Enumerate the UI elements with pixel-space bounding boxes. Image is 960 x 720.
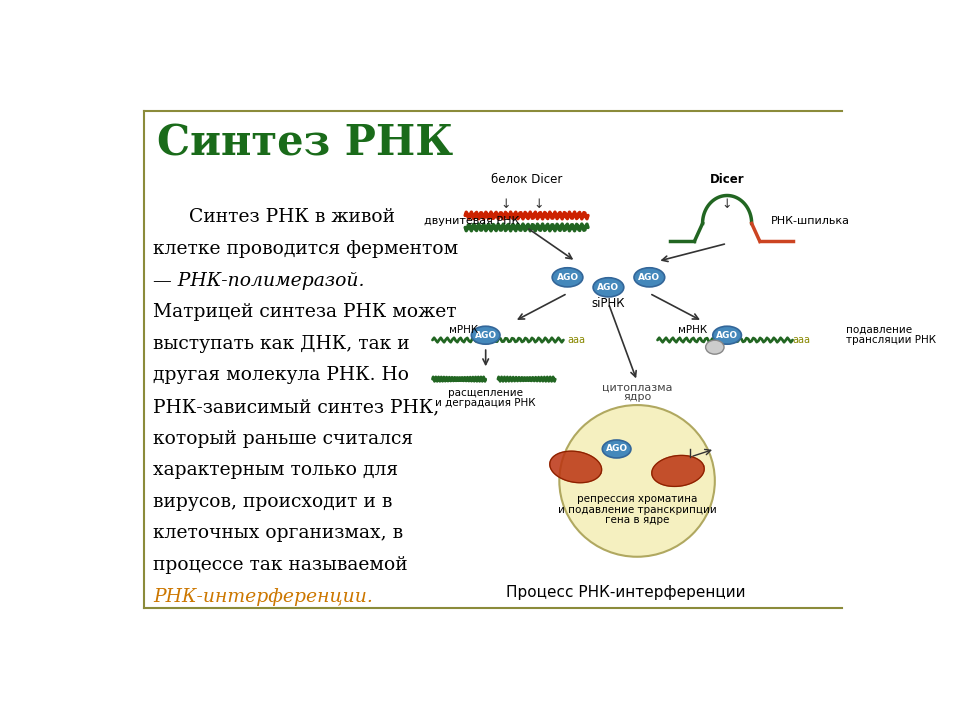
Text: AGO: AGO	[716, 330, 738, 340]
Text: AGO: AGO	[606, 444, 628, 454]
Polygon shape	[550, 451, 602, 482]
Text: выступать как ДНК, так и: выступать как ДНК, так и	[154, 335, 410, 353]
Text: характерным только для: характерным только для	[154, 462, 398, 480]
Text: другая молекула РНК. Но: другая молекула РНК. Но	[154, 366, 410, 384]
Text: Dicer: Dicer	[709, 173, 744, 186]
Text: — РНК-полимеразой.: — РНК-полимеразой.	[154, 271, 365, 289]
Ellipse shape	[712, 326, 741, 344]
Text: репрессия хроматина: репрессия хроматина	[577, 494, 697, 504]
Text: Матрицей синтеза РНК может: Матрицей синтеза РНК может	[154, 303, 457, 321]
Text: мРНК: мРНК	[678, 325, 708, 335]
Text: белок Dicer: белок Dicer	[491, 173, 563, 186]
Text: гена в ядре: гена в ядре	[605, 515, 669, 525]
Text: клеточных организмах, в: клеточных организмах, в	[154, 524, 403, 542]
Text: Процесс РНК-интерференции: Процесс РНК-интерференции	[506, 585, 746, 600]
Text: процессе так называемой: процессе так называемой	[154, 556, 408, 574]
Text: и деградация РНК: и деградация РНК	[436, 398, 536, 408]
Ellipse shape	[471, 326, 500, 344]
Text: ↓: ↓	[534, 199, 544, 212]
Text: siРНК: siРНК	[591, 297, 625, 310]
Ellipse shape	[634, 268, 664, 287]
Ellipse shape	[560, 405, 715, 557]
Text: расщепление: расщепление	[448, 388, 523, 398]
Text: трансляции РНК: трансляции РНК	[846, 336, 936, 346]
Text: цитоплазма: цитоплазма	[602, 382, 672, 392]
Text: РНК-интерференции.: РНК-интерференции.	[154, 588, 373, 606]
Text: РНК-шпилька: РНК-шпилька	[771, 217, 850, 227]
Text: ↓: ↓	[722, 199, 732, 212]
Ellipse shape	[593, 278, 624, 297]
Text: двунитевая РНК: двунитевая РНК	[424, 217, 519, 227]
Text: AGO: AGO	[597, 283, 619, 292]
Text: ядро: ядро	[623, 392, 651, 402]
Text: и подавление транскрипции: и подавление транскрипции	[558, 505, 716, 515]
Text: вирусов, происходит и в: вирусов, происходит и в	[154, 492, 393, 510]
Text: AGO: AGO	[557, 273, 579, 282]
Text: клетке проводится ферментом: клетке проводится ферментом	[154, 240, 459, 258]
Text: РНК-зависимый синтез РНК,: РНК-зависимый синтез РНК,	[154, 398, 440, 416]
Text: который раньше считался: который раньше считался	[154, 430, 414, 448]
Text: AGO: AGO	[474, 330, 496, 340]
Text: ааа: ааа	[793, 335, 810, 345]
Ellipse shape	[602, 440, 631, 458]
Text: подавление: подавление	[846, 325, 912, 335]
Text: ↓: ↓	[501, 199, 512, 212]
Ellipse shape	[552, 268, 583, 287]
Text: мРНК: мРНК	[449, 325, 478, 335]
Text: Синтез РНК: Синтез РНК	[157, 122, 453, 164]
Text: ааа: ааа	[567, 335, 586, 345]
Text: Синтез РНК в живой: Синтез РНК в живой	[154, 208, 396, 226]
Ellipse shape	[706, 341, 724, 354]
Text: AGO: AGO	[638, 273, 660, 282]
Polygon shape	[652, 456, 705, 487]
